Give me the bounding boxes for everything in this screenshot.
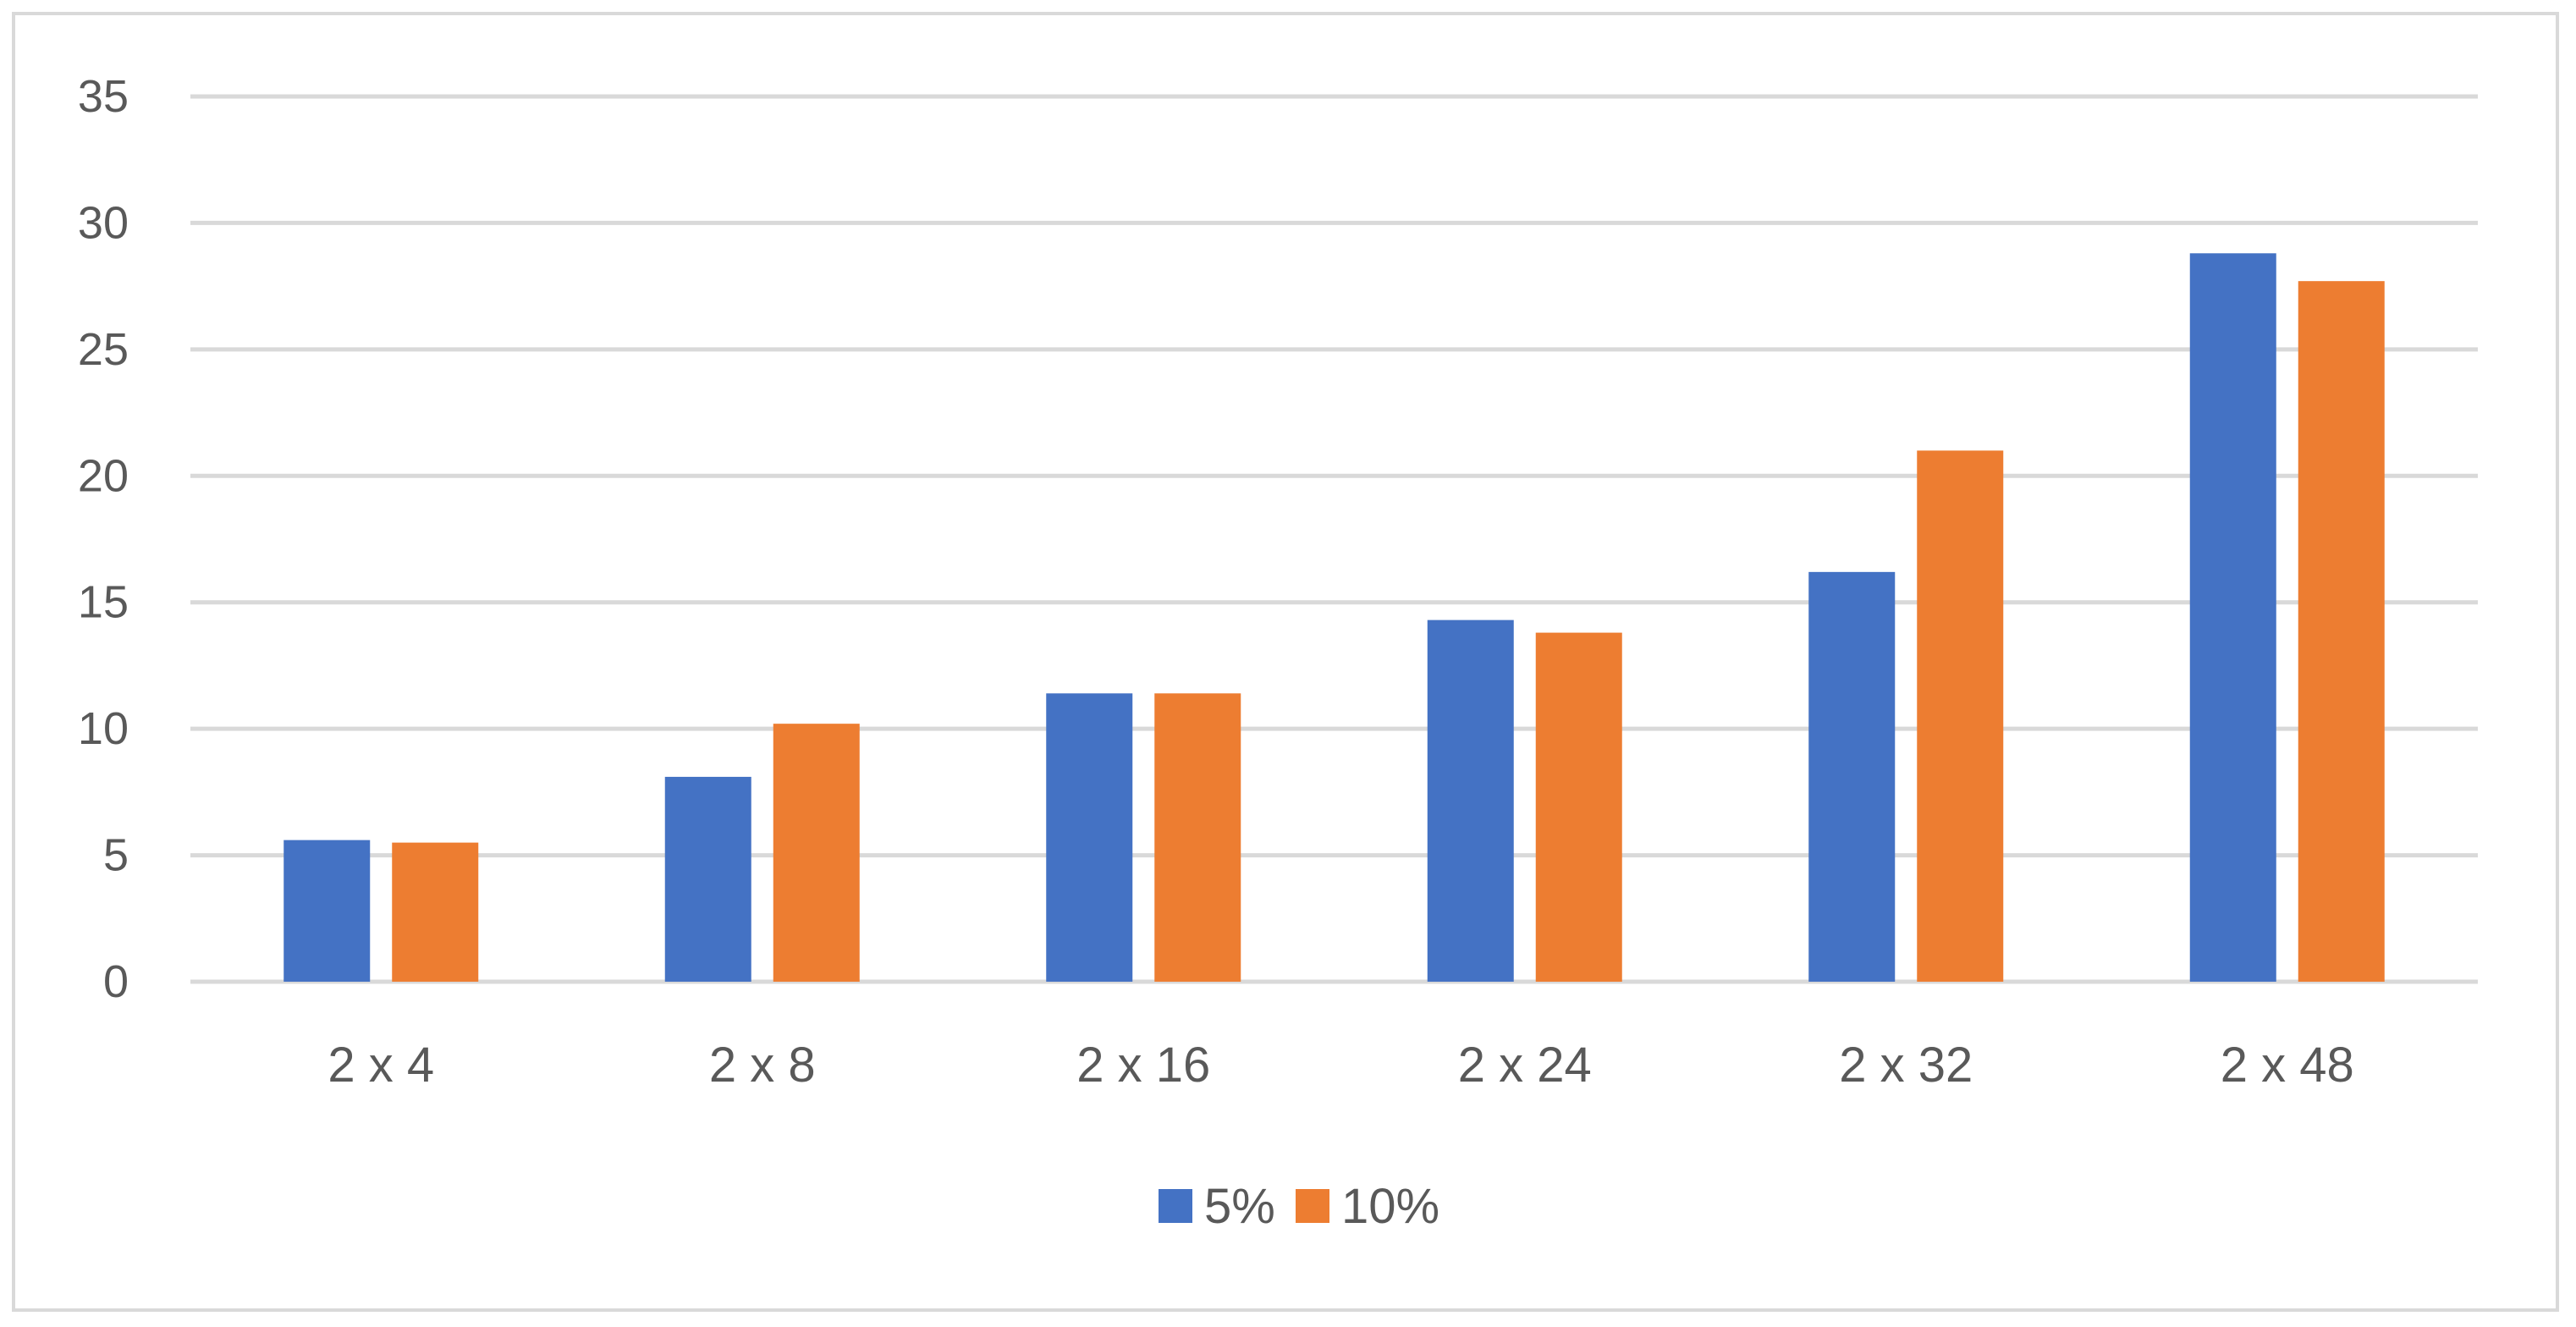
bar-10pct-0 [392, 842, 479, 982]
y-tick-label: 35 [78, 71, 129, 122]
y-tick-label: 20 [78, 450, 129, 501]
bar-5pct-2 [1046, 693, 1133, 982]
bars [283, 253, 2385, 982]
bar-5pct-5 [2189, 253, 2276, 982]
legend-swatch-5pct [1159, 1189, 1192, 1223]
x-tick-label: 2 x 24 [1458, 1038, 1592, 1093]
legend-swatch-10pct [1296, 1189, 1329, 1223]
bar-10pct-4 [1917, 450, 2004, 982]
bar-5pct-1 [664, 776, 751, 982]
x-axis-tick-labels: 2 x 4 2 x 8 2 x 16 2 x 24 2 x 32 2 x 48 [328, 1038, 2353, 1093]
y-tick-label: 5 [103, 830, 129, 881]
y-tick-label: 15 [78, 577, 129, 628]
chart-frame [12, 12, 2559, 1312]
legend-label-5pct: 5% [1204, 1179, 1275, 1234]
y-tick-label: 30 [78, 197, 129, 248]
bar-10pct-2 [1154, 693, 1241, 982]
x-tick-label: 2 x 32 [1839, 1038, 1973, 1093]
legend-label-10pct: 10% [1341, 1179, 1439, 1234]
bar-5pct-0 [283, 840, 371, 982]
y-tick-label: 10 [78, 703, 129, 754]
gridlines [190, 94, 2478, 984]
x-tick-label: 2 x 16 [1076, 1038, 1210, 1093]
bar-5pct-4 [1808, 571, 1896, 982]
y-tick-label: 25 [78, 324, 129, 375]
x-tick-label: 2 x 8 [709, 1038, 816, 1093]
x-tick-label: 2 x 48 [2221, 1038, 2354, 1093]
bar-5pct-3 [1427, 619, 1514, 982]
bar-10pct-3 [1535, 632, 1622, 982]
bar-10pct-5 [2298, 281, 2385, 982]
y-tick-label: 0 [103, 956, 129, 1007]
bar-10pct-1 [773, 724, 860, 982]
y-axis-tick-labels: 0 5 10 15 20 25 30 35 [78, 71, 129, 1007]
legend: 5% 10% [1159, 1179, 1439, 1234]
x-tick-label: 2 x 4 [328, 1038, 434, 1093]
